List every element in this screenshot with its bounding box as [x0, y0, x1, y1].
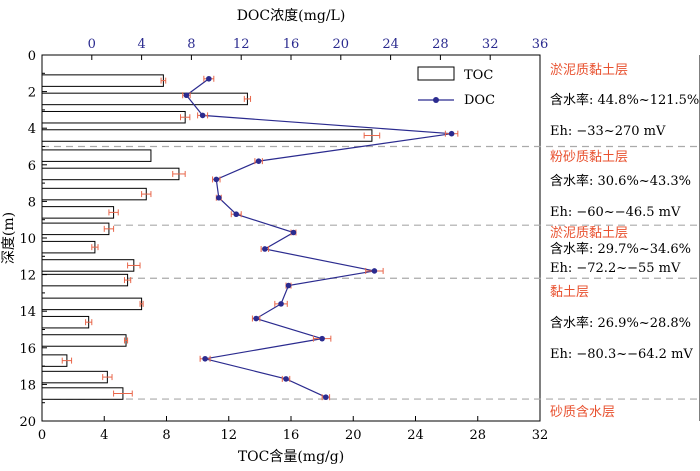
y-tick-label: 10: [19, 232, 36, 247]
doc-point: [215, 194, 222, 201]
doc-point: [199, 112, 206, 119]
doc-point: [323, 394, 329, 401]
toc-bar: [41, 297, 143, 311]
bottom-axis: 0 4 8 12 16 20 24 28 32: [38, 416, 548, 443]
doc-point: [202, 355, 208, 362]
top-axis-title: DOC浓度(mg/L): [237, 8, 346, 24]
bottom-tick-label: 12: [220, 428, 237, 443]
toc-bar: [41, 222, 110, 236]
top-tick-label: 32: [482, 37, 499, 52]
bottom-tick-label: 0: [38, 428, 46, 443]
legend-doc-marker: [433, 97, 439, 103]
legend: TOC DOC: [408, 62, 532, 118]
doc-point: [183, 92, 190, 99]
toc-bar: [41, 206, 115, 219]
layer-boundaries: [42, 145, 700, 400]
y-tick-label: 0: [28, 49, 36, 64]
toc-bar: [41, 187, 147, 201]
doc-point: [283, 376, 289, 382]
layer-1-eh: Eh: −33~270 mV: [550, 124, 666, 139]
toc-bar: [41, 240, 96, 254]
doc-point: [278, 301, 284, 307]
doc-point: [262, 246, 268, 252]
layer-4-name: 黏土层: [550, 284, 589, 300]
doc-point: [213, 176, 220, 183]
layer-2-water: 含水率: 30.6%~43.3%: [550, 173, 691, 189]
toc-bar: [41, 167, 180, 181]
top-tick-label: 24: [382, 37, 399, 52]
y-tick-label: 4: [28, 122, 36, 137]
y-tick-label: 2: [28, 86, 36, 101]
doc-point: [371, 268, 378, 274]
bottom-tick-label: 4: [100, 428, 108, 443]
doc-point: [255, 158, 262, 164]
toc-bar: [41, 259, 135, 272]
top-tick-label: 20: [333, 37, 350, 52]
toc-bar: [41, 129, 373, 142]
doc-line: [185, 78, 452, 398]
y-tick-label: 14: [19, 305, 36, 320]
layer-1-name: 淤泥质黏土层: [550, 62, 628, 78]
doc-point: [290, 229, 297, 236]
toc-bar: [41, 110, 186, 124]
top-axis: 0 4 8 12 16 20 24 28 32 36: [88, 37, 549, 60]
bottom-tick-label: 24: [407, 428, 424, 443]
toc-bar: [41, 273, 129, 287]
layer-3-water: 含水率: 29.7%~34.6%: [550, 241, 691, 257]
top-tick-label: 12: [233, 37, 250, 52]
y-tick-label: 6: [28, 159, 36, 174]
y-axis: 0 2 4 6 8 10 12 14 16 18 20: [19, 49, 47, 430]
toc-bar: [41, 315, 90, 329]
bottom-tick-label: 16: [283, 428, 300, 443]
doc-point: [285, 282, 292, 289]
bottom-tick-label: 28: [469, 428, 486, 443]
toc-bar: [41, 74, 164, 87]
layer-4-eh: Eh: −80.3~−64.2 mV: [550, 347, 693, 362]
doc-point: [319, 335, 325, 342]
bottom-tick-label: 32: [532, 428, 549, 443]
layer-2-eh: Eh: −60~−46.5 mV: [550, 205, 681, 220]
top-tick-label: 16: [283, 37, 300, 52]
bottom-tick-label: 8: [162, 428, 170, 443]
top-tick-label: 36: [532, 37, 549, 52]
layer-3-eh: Eh: −72.2~−55 mV: [550, 261, 681, 276]
layer-4-water: 含水率: 26.9%~28.8%: [550, 315, 691, 331]
layer-5-name: 砂质含水层: [550, 404, 615, 420]
layer-annotations: 淤泥质黏土层 含水率: 44.8%~121.5% Eh: −33~270 mV …: [550, 62, 699, 420]
toc-bar: [41, 370, 108, 384]
legend-doc-label: DOC: [464, 93, 495, 108]
y-tick-label: 16: [19, 342, 36, 357]
layer-2-name: 粉砂质黏土层: [550, 149, 628, 165]
y-tick-label: 18: [19, 378, 36, 393]
layer-1-water: 含水率: 44.8%~121.5%: [550, 92, 699, 108]
legend-toc-label: TOC: [464, 68, 493, 83]
toc-bar: [41, 92, 248, 106]
doc-point: [253, 315, 259, 322]
bottom-axis-title: TOC含量(mg/g): [238, 449, 344, 465]
layer-3-name: 淤泥质黏土层: [550, 225, 628, 241]
toc-bar: [41, 334, 127, 347]
top-tick-label: 4: [137, 37, 145, 52]
top-tick-label: 8: [187, 37, 195, 52]
legend-toc-swatch: [417, 66, 455, 81]
toc-bar: [41, 149, 152, 162]
doc-point: [233, 211, 240, 218]
toc-error-bars: [61, 77, 381, 397]
toc-bar: [41, 387, 124, 400]
y-tick-label: 12: [19, 269, 36, 284]
doc-point: [206, 75, 212, 82]
y-tick-label: 20: [19, 415, 36, 430]
y-tick-label: 8: [28, 195, 36, 210]
top-tick-label: 0: [88, 37, 96, 52]
doc-line-group: [182, 75, 459, 401]
bottom-tick-label: 20: [345, 428, 362, 443]
top-tick-label: 28: [432, 37, 449, 52]
y-axis-title: 深度(m): [1, 212, 17, 264]
doc-point: [448, 130, 455, 137]
